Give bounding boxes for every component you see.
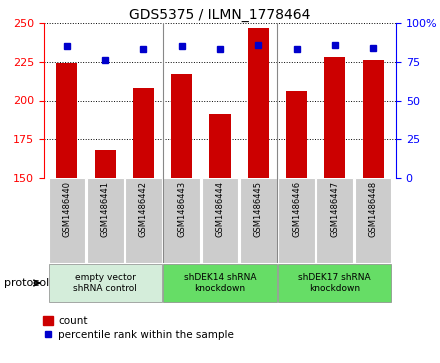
Bar [48,178,85,263]
Bar [56,63,77,178]
Bar [133,88,154,178]
Bar [163,264,277,302]
Text: GSM1486441: GSM1486441 [101,180,110,237]
Bar [324,57,345,178]
Bar [48,264,162,302]
Text: GSM1486447: GSM1486447 [330,180,339,237]
Bar [163,178,200,263]
Text: shDEK17 shRNA
knockdown: shDEK17 shRNA knockdown [298,273,371,293]
Bar [316,178,353,263]
Text: GSM1486445: GSM1486445 [254,180,263,237]
Bar [278,264,392,302]
Bar [171,74,192,178]
Text: GSM1486440: GSM1486440 [62,180,71,237]
Text: GSM1486446: GSM1486446 [292,180,301,237]
Legend: count, percentile rank within the sample: count, percentile rank within the sample [38,312,238,344]
Bar [209,114,231,178]
Bar [248,28,269,178]
Text: GSM1486443: GSM1486443 [177,180,186,237]
Bar [278,178,315,263]
Text: empty vector
shRNA control: empty vector shRNA control [73,273,137,293]
Bar [202,178,238,263]
Text: protocol: protocol [4,278,50,288]
Title: GDS5375 / ILMN_1778464: GDS5375 / ILMN_1778464 [129,8,311,22]
Bar [286,91,307,178]
Bar [125,178,162,263]
Bar [240,178,277,263]
Bar [95,150,116,178]
Bar [87,178,124,263]
Bar [363,60,384,178]
Text: GSM1486444: GSM1486444 [216,180,224,237]
Text: GSM1486448: GSM1486448 [369,180,378,237]
Bar [355,178,392,263]
Text: shDEK14 shRNA
knockdown: shDEK14 shRNA knockdown [184,273,256,293]
Text: GSM1486442: GSM1486442 [139,180,148,237]
